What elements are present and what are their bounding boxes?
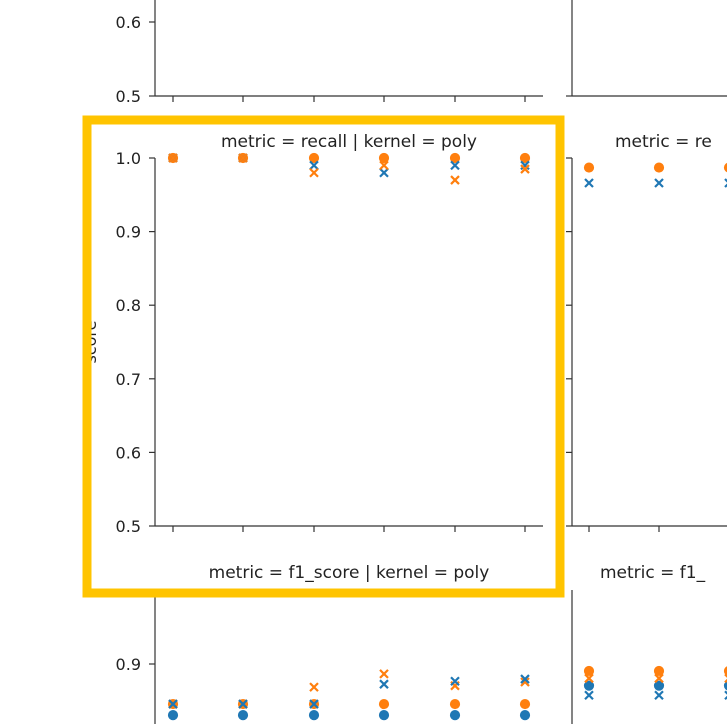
data-point bbox=[449, 709, 461, 722]
panel-middle-right-points bbox=[583, 161, 727, 188]
panel-middle-left-x-ticks bbox=[172, 526, 526, 532]
panel-bottom-left-points bbox=[167, 669, 531, 722]
data-point-x bbox=[238, 153, 248, 163]
data-point bbox=[378, 698, 390, 710]
highlight-box bbox=[82, 115, 565, 598]
data-point bbox=[723, 665, 727, 677]
panel-title: metric = recall | kernel = poly bbox=[221, 132, 477, 152]
panel-middle-left-points bbox=[167, 152, 531, 185]
data-point bbox=[308, 152, 320, 164]
panel-title: metric = f1_score | kernel = poly bbox=[209, 563, 490, 583]
y-tick-label: 1.0 bbox=[116, 149, 141, 168]
y-tick-label: 0.9 bbox=[116, 223, 141, 242]
data-point bbox=[723, 162, 727, 174]
panel-middle-left: metric = recall | kernel = poly score 1.… bbox=[81, 132, 543, 536]
data-point-x bbox=[724, 673, 727, 684]
data-point-x bbox=[309, 160, 319, 171]
y-tick-label: 0.5 bbox=[116, 517, 141, 536]
data-point bbox=[723, 680, 727, 692]
panel-middle-right-y-ticks bbox=[566, 157, 572, 527]
data-point-x bbox=[450, 175, 460, 185]
data-point bbox=[378, 152, 390, 164]
data-point bbox=[449, 698, 461, 710]
y-tick-label: 0.7 bbox=[116, 370, 141, 389]
data-point bbox=[167, 709, 179, 722]
data-point-x bbox=[450, 676, 460, 687]
panel-top-left: 0.6 0.5 bbox=[116, 0, 543, 106]
data-point-x bbox=[654, 690, 664, 701]
data-point bbox=[583, 665, 595, 677]
data-point-x bbox=[168, 153, 178, 163]
data-point bbox=[583, 161, 595, 174]
y-tick-label: 0.8 bbox=[116, 296, 141, 315]
data-point bbox=[583, 679, 595, 692]
data-point-x bbox=[520, 674, 530, 684]
panel-top-right bbox=[566, 0, 727, 97]
y-tick-label: 0.9 bbox=[116, 655, 141, 674]
data-point bbox=[237, 709, 249, 722]
y-tick-label: 0.6 bbox=[116, 443, 141, 462]
panel-bottom-left: metric = f1_score | kernel = poly 0.9 bbox=[116, 563, 531, 724]
panel-middle-right: metric = re bbox=[566, 132, 727, 532]
data-point-x bbox=[450, 160, 460, 171]
data-point-x bbox=[520, 677, 530, 687]
data-point bbox=[653, 161, 665, 174]
data-point-x bbox=[584, 690, 594, 701]
panel-bottom-right-points bbox=[583, 665, 727, 701]
panel-middle-left-y-ticks: 1.0 0.9 0.8 0.7 0.6 0.5 bbox=[116, 149, 155, 536]
y-tick-label: 0.5 bbox=[116, 87, 141, 106]
panel-top-left-x-ticks bbox=[172, 96, 526, 102]
data-point-x bbox=[654, 178, 664, 188]
data-point-x bbox=[309, 167, 319, 178]
data-point bbox=[653, 665, 665, 677]
data-point-x bbox=[520, 164, 530, 174]
y-tick-label: 0.6 bbox=[116, 13, 141, 32]
data-point-x bbox=[309, 699, 319, 709]
data-point-x bbox=[379, 679, 389, 689]
data-point-x bbox=[309, 682, 319, 692]
data-point-x bbox=[168, 699, 178, 709]
data-point bbox=[519, 709, 531, 722]
data-point bbox=[519, 152, 531, 164]
data-point-x bbox=[584, 673, 594, 684]
data-point-x bbox=[379, 167, 389, 178]
data-point-x bbox=[584, 178, 594, 188]
data-point bbox=[378, 709, 390, 722]
panel-bottom-right: metric = f1_ bbox=[571, 563, 727, 724]
data-point bbox=[653, 679, 665, 692]
data-point-x bbox=[520, 160, 530, 171]
data-point-x bbox=[379, 160, 389, 171]
data-point bbox=[449, 152, 461, 164]
data-point-x bbox=[654, 673, 664, 684]
panel-title: metric = re bbox=[615, 132, 712, 152]
panel-middle-right-x-ticks bbox=[588, 526, 660, 532]
panel-title: metric = f1_ bbox=[600, 563, 706, 583]
data-point-x bbox=[724, 178, 727, 188]
data-point bbox=[519, 698, 531, 710]
data-point-x bbox=[724, 690, 727, 701]
data-point-x bbox=[379, 669, 389, 679]
data-point bbox=[308, 709, 320, 722]
data-point-x bbox=[238, 699, 248, 709]
